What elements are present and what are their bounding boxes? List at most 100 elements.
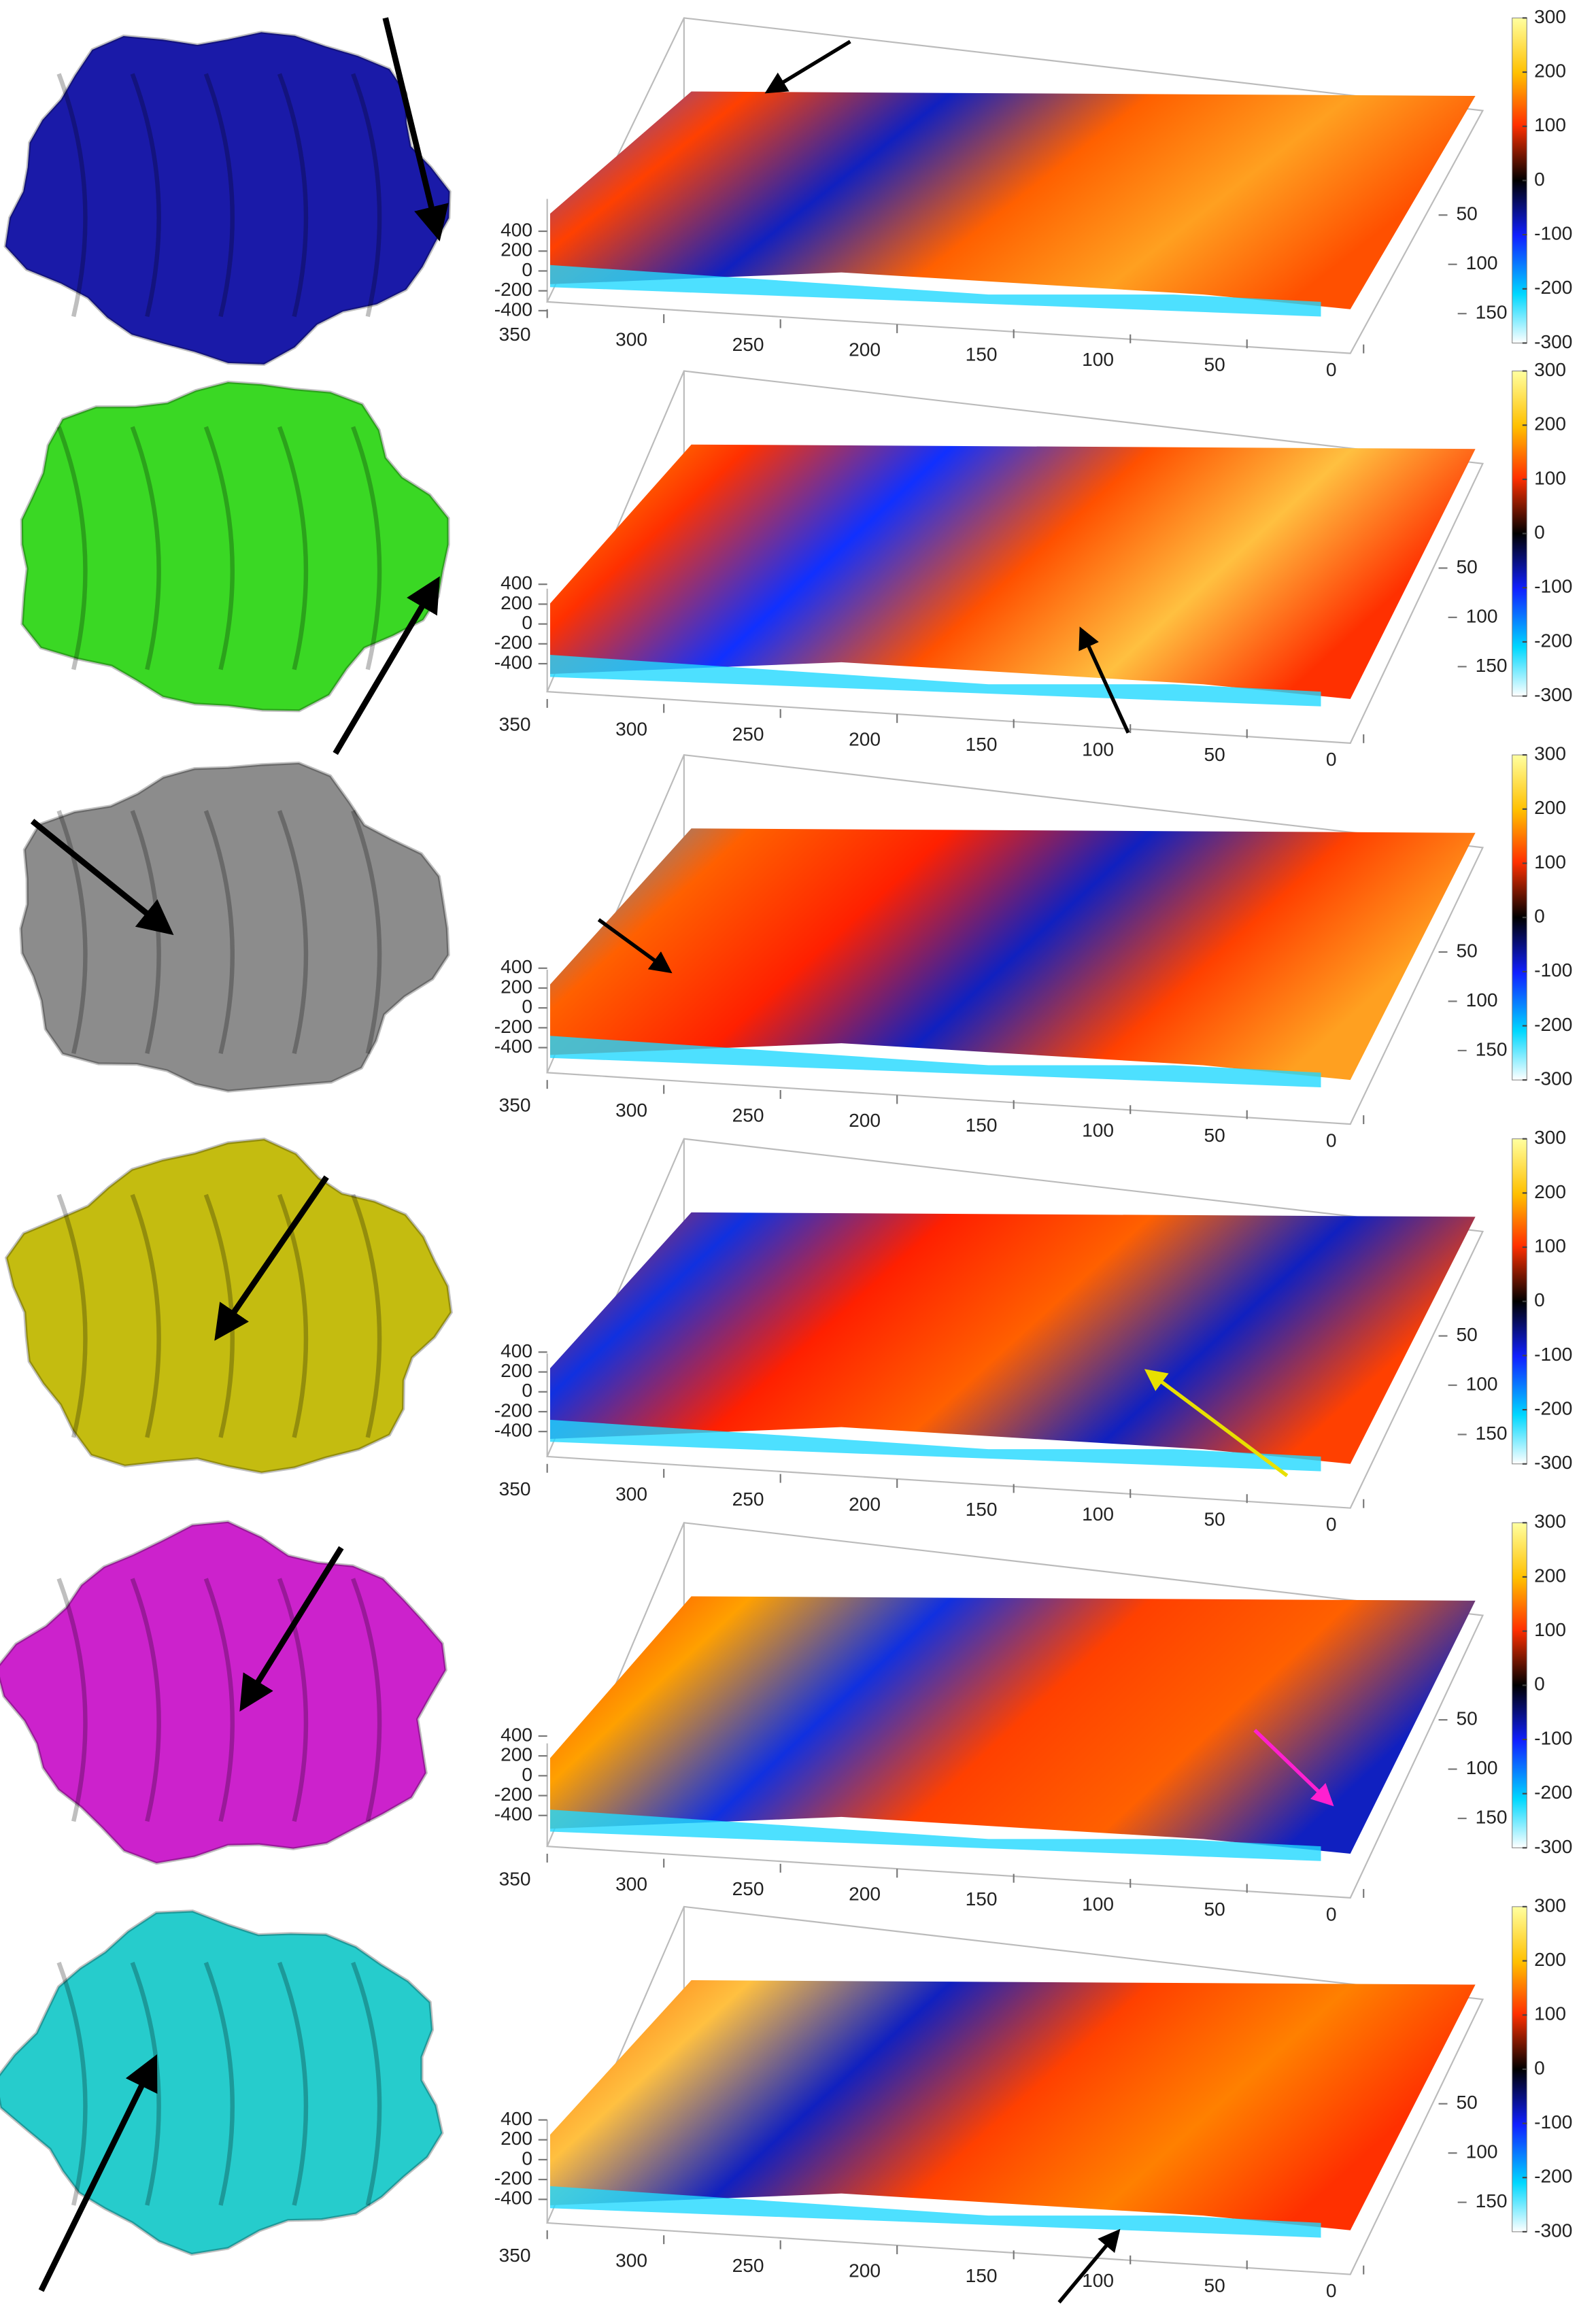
arrow xyxy=(1079,626,1130,734)
surface-shadow xyxy=(550,265,1321,317)
colorbar-tick-label: -100 xyxy=(1534,1344,1572,1365)
x-tick-label: 0 xyxy=(1326,749,1337,770)
x-tick-label: 50 xyxy=(1204,744,1225,765)
surface xyxy=(550,828,1476,1081)
z-tick-label: 400 xyxy=(500,1724,532,1745)
surface-ridge xyxy=(56,426,88,670)
z-tick-label: 200 xyxy=(500,1744,532,1765)
colorbar-tick-label: -300 xyxy=(1534,1068,1572,1089)
x-tick-label: 250 xyxy=(732,724,764,745)
colorbar-tick-label: 200 xyxy=(1534,1181,1566,1202)
colorbar-tick-label: 200 xyxy=(1534,797,1566,818)
y-tick-label: 100 xyxy=(1466,1373,1498,1394)
arrow xyxy=(38,2054,158,2292)
arrow xyxy=(239,1546,344,1712)
z-tick-label: -400 xyxy=(494,1803,532,1824)
arrow xyxy=(597,918,673,974)
colorbar-tick-label: 100 xyxy=(1534,851,1566,872)
x-tick-label: 150 xyxy=(966,734,998,755)
specimen-render xyxy=(3,31,452,366)
z-tick-label: 200 xyxy=(500,592,532,613)
x-tick-label: 100 xyxy=(1082,1504,1114,1525)
specimen-render xyxy=(0,1909,444,2256)
surface-ridge xyxy=(56,1578,88,1822)
arrow xyxy=(30,819,174,936)
y-tick-label: 100 xyxy=(1466,1757,1498,1778)
y-tick-label: 50 xyxy=(1457,1324,1478,1345)
y-tick-label: 100 xyxy=(1466,989,1498,1010)
surface-ridge xyxy=(130,1578,161,1822)
z-tick-label: 400 xyxy=(500,1340,532,1361)
arrow xyxy=(1144,1369,1289,1478)
y-tick-label: 50 xyxy=(1457,556,1478,577)
x-tick-label: 50 xyxy=(1204,1125,1225,1146)
z-tick-label: 200 xyxy=(500,976,532,997)
x-tick-label: 50 xyxy=(1204,1509,1225,1530)
z-tick-label: 0 xyxy=(522,259,532,280)
y-tick-label: 150 xyxy=(1476,1806,1508,1827)
z-tick-label: -400 xyxy=(494,651,532,673)
colorbar-tick-label: 200 xyxy=(1534,1565,1566,1586)
colorbar-tick-label: 0 xyxy=(1534,522,1545,543)
x-tick-label: 0 xyxy=(1326,1129,1337,1151)
arrow xyxy=(382,17,449,241)
z-tick-label: -200 xyxy=(494,2168,532,2189)
colorbar-tick-label: 0 xyxy=(1534,1289,1545,1310)
surface-ridge xyxy=(56,73,88,318)
z-tick-label: -200 xyxy=(494,279,532,300)
x-tick-label: 0 xyxy=(1326,2280,1337,2301)
surface-shadow xyxy=(550,1419,1321,1472)
surface-ridge xyxy=(130,1193,161,1438)
surface xyxy=(550,444,1476,699)
y-tick-label: 100 xyxy=(1466,2141,1498,2162)
z-tick-label: -400 xyxy=(494,1420,532,1441)
surface-shadow xyxy=(550,1036,1321,1087)
arrow xyxy=(1057,2228,1121,2304)
colorbar-tick-label: 0 xyxy=(1534,906,1545,927)
colorbar-tick-label: 100 xyxy=(1534,1619,1566,1640)
surface xyxy=(550,1980,1476,2230)
x-tick-label: 150 xyxy=(966,1499,998,1520)
surface-ridge xyxy=(203,810,235,1054)
arrow xyxy=(764,39,851,94)
z-tick-label: -200 xyxy=(494,1016,532,1037)
z-tick-label: 0 xyxy=(522,612,532,633)
y-tick-label: 100 xyxy=(1466,252,1498,273)
surface-ridge xyxy=(277,1961,309,2206)
colorbar-tick-label: -100 xyxy=(1534,223,1572,244)
x-tick-label: 300 xyxy=(615,1484,647,1505)
z-tick-label: -400 xyxy=(494,1036,532,1057)
surface xyxy=(550,1596,1476,1854)
colorbar-tick-label: 300 xyxy=(1534,1127,1566,1148)
surface-ridge xyxy=(56,1961,88,2206)
x-tick-label: 200 xyxy=(849,729,881,750)
y-tick-label: 150 xyxy=(1476,1038,1508,1059)
x-tick-label: 350 xyxy=(499,713,531,734)
x-tick-label: 300 xyxy=(615,1100,647,1121)
y-tick-label: 150 xyxy=(1476,2190,1508,2211)
surface-ridge xyxy=(130,73,161,318)
x-tick-label: 150 xyxy=(966,1115,998,1136)
colorbar-tick-label: -300 xyxy=(1534,1452,1572,1473)
colorbar-tick-label: 300 xyxy=(1534,1511,1566,1532)
y-tick-label: 50 xyxy=(1457,1708,1478,1729)
surface-ridge xyxy=(277,426,309,670)
colorbar-tick-label: -200 xyxy=(1534,1014,1572,1035)
colorbar-tick-label: 200 xyxy=(1534,1949,1566,1970)
surface-ridge xyxy=(351,426,382,670)
z-tick-label: 400 xyxy=(500,2108,532,2129)
colorbar-tick-label: -100 xyxy=(1534,576,1572,597)
colorbar-tick-label: 200 xyxy=(1534,413,1566,435)
colorbar-tick-label: 200 xyxy=(1534,60,1566,81)
colorbar-tick-label: 100 xyxy=(1534,1235,1566,1256)
z-tick-label: 400 xyxy=(500,219,532,240)
z-tick-label: -200 xyxy=(494,1399,532,1421)
surface-shadow xyxy=(550,2186,1321,2238)
colorbar-tick-label: -100 xyxy=(1534,1727,1572,1748)
surface-ridge xyxy=(351,1961,382,2206)
specimen-render xyxy=(4,1137,453,1474)
z-tick-label: 200 xyxy=(500,2128,532,2149)
surface-ridge xyxy=(130,426,161,670)
x-tick-label: 250 xyxy=(732,334,764,355)
